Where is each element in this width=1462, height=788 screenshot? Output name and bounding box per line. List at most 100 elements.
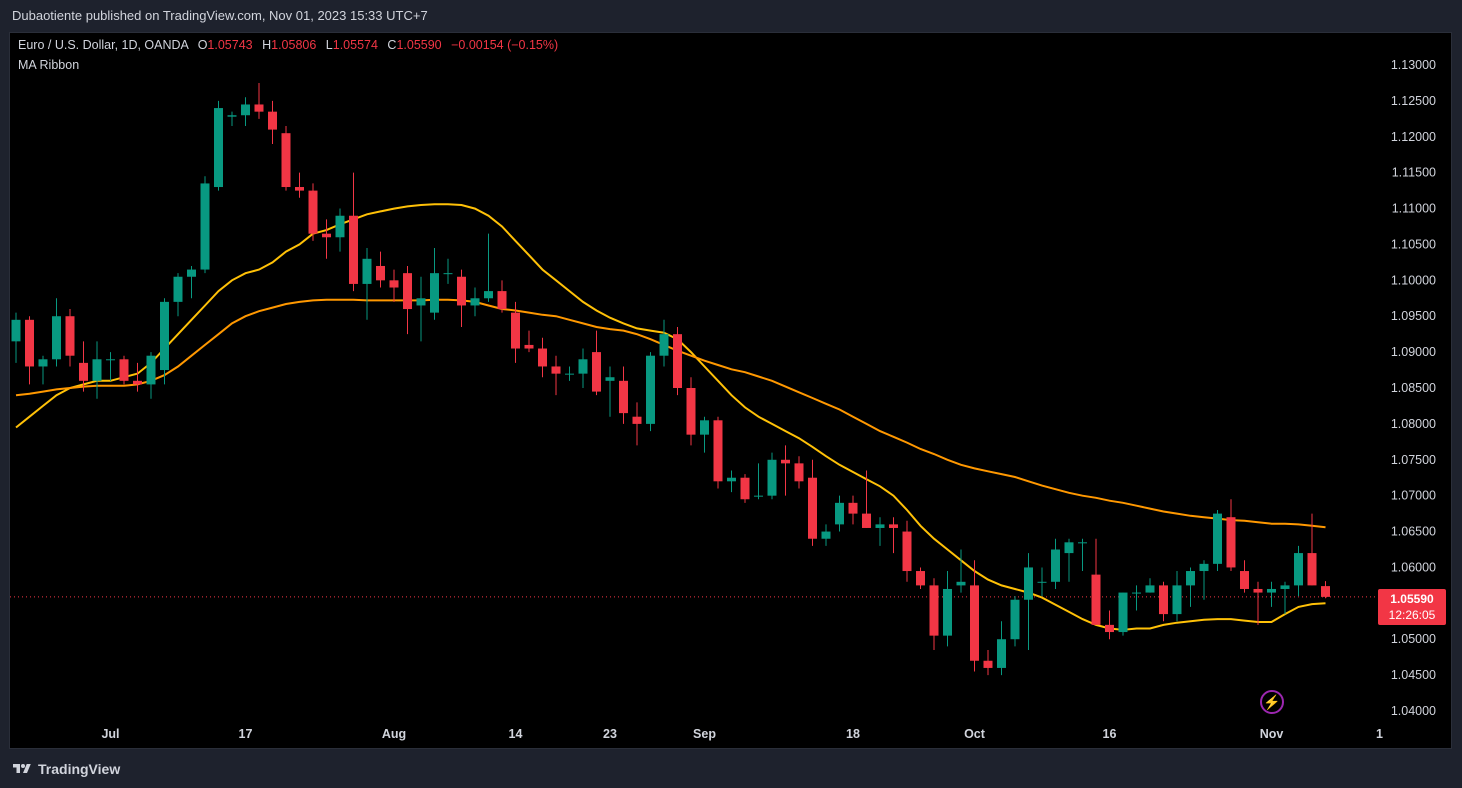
bar-countdown: 12:26:05 [1388, 608, 1436, 622]
y-tick-label: 1.07000 [1391, 489, 1436, 503]
publisher-header: Dubaotiente published on TradingView.com… [12, 8, 428, 23]
y-tick-label: 1.07500 [1391, 453, 1436, 467]
brand-name: TradingView [38, 761, 121, 777]
y-tick-label: 1.11500 [1392, 166, 1436, 180]
candle-body [538, 348, 547, 367]
candle-body [821, 531, 831, 539]
chart-pane[interactable] [9, 32, 1452, 749]
candle-body [713, 420, 723, 482]
candle-body [308, 190, 318, 234]
x-tick-label: 16 [1103, 727, 1117, 741]
symbol-legend: Euro / U.S. Dollar, 1D, OANDA O1.05743 H… [18, 38, 558, 52]
candle-body [25, 319, 34, 367]
ma-fast-line [15, 203, 1326, 631]
candle-body [956, 581, 966, 586]
y-tick-label: 1.10000 [1391, 273, 1436, 287]
candle-body [403, 273, 412, 310]
y-tick-label: 1.08500 [1391, 381, 1436, 395]
y-tick-label: 1.11000 [1392, 202, 1436, 216]
candle-body [1037, 581, 1047, 583]
candle-body [943, 588, 952, 636]
candle-body [551, 366, 561, 374]
candle-body [983, 660, 993, 668]
candle-body [254, 104, 264, 112]
candle-body [281, 133, 291, 188]
lightning-icon[interactable]: ⚡ [1260, 690, 1284, 714]
candle-body [1078, 542, 1087, 544]
high-value: 1.05806 [271, 38, 317, 52]
candle-body [1172, 585, 1182, 615]
candle-body [470, 298, 480, 306]
candle-body [970, 585, 979, 661]
candle-body [1145, 585, 1155, 593]
y-tick-label: 1.04000 [1391, 704, 1436, 718]
candle-body [214, 108, 223, 188]
candle-body [889, 524, 898, 528]
candle-body [605, 377, 615, 381]
close-value: 1.05590 [396, 38, 442, 52]
symbol-name[interactable]: Euro / U.S. Dollar, 1D, OANDA [18, 38, 189, 52]
candle-body [106, 359, 115, 361]
candle-body [862, 513, 871, 528]
candle-body [1321, 586, 1330, 597]
x-tick-label: 18 [846, 727, 860, 741]
y-tick-label: 1.12500 [1391, 94, 1436, 108]
candle-body [1253, 588, 1263, 593]
high-label: H [262, 38, 272, 52]
candle-body [1280, 585, 1290, 589]
candle-body [875, 524, 885, 528]
candle-body [1051, 549, 1060, 582]
candle-body [1307, 553, 1317, 586]
candle-body [200, 183, 210, 270]
y-tick-label: 1.09500 [1391, 309, 1436, 323]
candle-body [349, 215, 358, 284]
candle-body [376, 265, 385, 281]
x-tick-label: Aug [382, 727, 406, 741]
y-tick-label: 1.05000 [1391, 632, 1436, 646]
candle-body [457, 276, 466, 306]
candle-body [646, 355, 655, 424]
candle-body [754, 495, 763, 497]
candle-body [430, 273, 439, 313]
low-value: 1.05574 [332, 38, 378, 52]
candle-body [592, 352, 601, 392]
candle-body [767, 459, 777, 496]
candle-body [997, 639, 1006, 668]
candle-body [1226, 517, 1236, 568]
candle-body [1091, 574, 1101, 625]
candle-body [52, 316, 61, 360]
candle-body [133, 380, 142, 385]
candle-body [700, 420, 709, 435]
candle-body [11, 319, 21, 342]
x-tick-label: Sep [693, 727, 716, 741]
candle-body [119, 359, 129, 381]
candle-body [619, 380, 628, 414]
candle-body [511, 312, 520, 349]
candle-body [740, 477, 750, 500]
candle-body [673, 334, 682, 388]
candle-body [929, 585, 939, 636]
candle-body [497, 291, 507, 310]
last-price-value: 1.05590 [1390, 592, 1434, 606]
y-tick-label: 1.09000 [1391, 345, 1436, 359]
open-value: 1.05743 [207, 38, 253, 52]
x-tick-label: Jul [101, 727, 119, 741]
candle-body [1240, 571, 1249, 589]
candle-body [1064, 542, 1074, 554]
x-tick-label: Oct [964, 727, 986, 741]
x-tick-label: 14 [509, 727, 523, 741]
open-label: O [197, 38, 208, 52]
candle-body [322, 233, 331, 238]
candle-body [632, 416, 642, 424]
change-value: −0.00154 (−0.15%) [451, 38, 559, 52]
x-tick-label: Nov [1260, 727, 1284, 741]
y-tick-label: 1.13000 [1391, 58, 1436, 72]
tradingview-logo-icon [13, 764, 31, 773]
indicator-legend[interactable]: MA Ribbon [18, 58, 80, 72]
x-tick-label: 1 [1376, 727, 1383, 741]
candle-body [1267, 588, 1276, 593]
candle-body [38, 359, 48, 367]
candle-body [1010, 599, 1020, 640]
candle-body [268, 111, 277, 130]
